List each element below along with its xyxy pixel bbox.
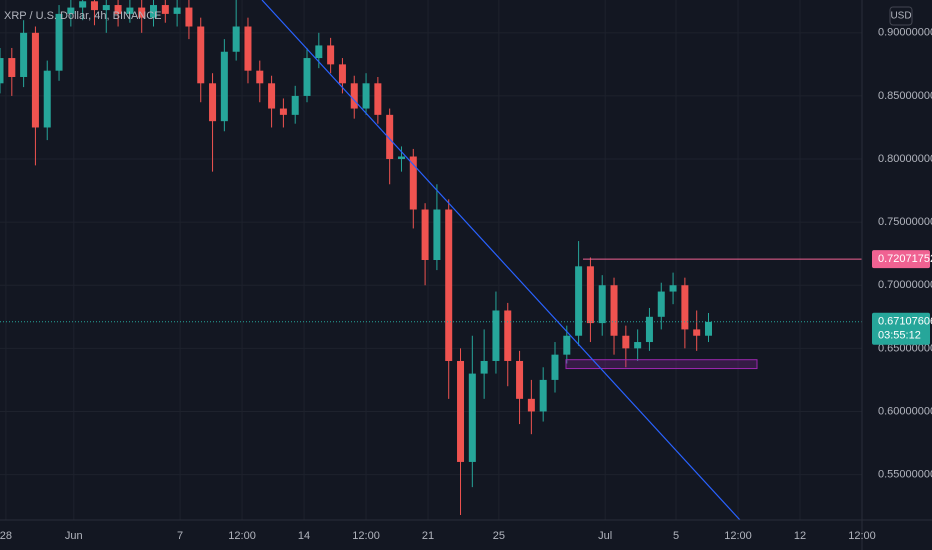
candle-body bbox=[338, 64, 346, 84]
candle-body bbox=[114, 5, 122, 14]
x-tick-label: Jul bbox=[598, 530, 612, 542]
candle-body bbox=[586, 266, 594, 324]
candle-body bbox=[669, 285, 677, 292]
x-tick-label: 25 bbox=[493, 530, 505, 542]
candle-body bbox=[185, 7, 193, 27]
candle-body bbox=[90, 1, 98, 11]
x-tick-label: 12:00 bbox=[228, 530, 256, 542]
last-price-tag bbox=[872, 312, 930, 345]
y-tick-label: 0.75000000 bbox=[878, 216, 932, 228]
candle-body bbox=[291, 95, 299, 115]
candle-body bbox=[173, 7, 181, 14]
candle-body bbox=[161, 5, 169, 14]
y-tick-label: 0.80000000 bbox=[878, 153, 932, 165]
candle-body bbox=[303, 58, 311, 96]
candle-body bbox=[575, 266, 583, 336]
candle-body bbox=[563, 335, 571, 355]
x-tick-label: 21 bbox=[422, 530, 434, 542]
x-tick-label: 12:00 bbox=[352, 530, 380, 542]
candle-body bbox=[681, 285, 689, 330]
y-tick-label: 0.70000000 bbox=[878, 279, 932, 291]
candle-body bbox=[138, 7, 146, 18]
candle-body bbox=[598, 285, 606, 324]
candle-body bbox=[622, 335, 630, 349]
x-tick-label: 7 bbox=[177, 530, 183, 542]
candle-body bbox=[315, 45, 323, 59]
candle-body bbox=[693, 329, 701, 336]
candle-body bbox=[20, 32, 28, 77]
price-tag bbox=[872, 250, 930, 269]
candle-body bbox=[457, 360, 465, 462]
candle-body bbox=[102, 5, 110, 11]
candle-body bbox=[31, 32, 39, 128]
candle-body bbox=[657, 291, 665, 317]
last-price-label: 0.67107606 bbox=[878, 316, 932, 328]
candle-body bbox=[43, 70, 51, 128]
x-tick-label: 12:00 bbox=[848, 530, 876, 542]
candle-body bbox=[268, 83, 276, 109]
candle-body bbox=[527, 398, 535, 412]
candle-body bbox=[209, 83, 217, 122]
marks bbox=[0, 0, 862, 515]
candle-body bbox=[480, 360, 488, 374]
y-tick-label: 0.90000000 bbox=[878, 27, 932, 39]
x-tick-label: 28 bbox=[0, 530, 12, 542]
candle-body bbox=[232, 26, 240, 52]
candle-body bbox=[421, 209, 429, 260]
chart-title: XRP / U.S. Dollar, 4h, BINANCE bbox=[4, 10, 162, 22]
candle-body bbox=[374, 83, 382, 115]
x-tick-label: 12 bbox=[794, 530, 806, 542]
candle-body bbox=[645, 316, 653, 343]
candle-body bbox=[433, 209, 441, 260]
candle-body bbox=[150, 5, 158, 18]
candle-body bbox=[468, 373, 476, 462]
candle-body bbox=[126, 7, 134, 14]
candle-body bbox=[256, 70, 264, 84]
candle-body bbox=[409, 156, 417, 210]
candle-body bbox=[327, 45, 335, 65]
candle-body bbox=[610, 285, 618, 336]
candle-body bbox=[397, 156, 405, 160]
candle-body bbox=[492, 310, 500, 361]
candle-body bbox=[704, 321, 712, 336]
countdown-label: 03:55:12 bbox=[878, 330, 921, 342]
currency-label: USD bbox=[890, 11, 911, 22]
candle-body bbox=[386, 114, 394, 160]
y-tick-label: 0.55000000 bbox=[878, 468, 932, 480]
candle-body bbox=[197, 26, 205, 84]
trend-line bbox=[261, 0, 741, 521]
y-tick-label: 0.85000000 bbox=[878, 90, 932, 102]
price-tag-label: 0.72071752 bbox=[878, 253, 932, 265]
y-tick-label: 0.60000000 bbox=[878, 405, 932, 417]
x-tick-label: 5 bbox=[673, 530, 679, 542]
candle-body bbox=[516, 360, 524, 399]
zone bbox=[565, 359, 758, 370]
x-tick-label: Jun bbox=[65, 530, 83, 542]
candle-body bbox=[551, 354, 559, 380]
candle-body bbox=[79, 1, 87, 8]
candle-body bbox=[55, 13, 63, 71]
candle-body bbox=[8, 58, 16, 77]
axes: 0.55000000 0.60000000 0.65000000 0.70000000… bbox=[0, 27, 932, 542]
candle-body bbox=[67, 7, 75, 14]
x-tick-label: 12:00 bbox=[724, 530, 752, 542]
candle-body bbox=[634, 342, 642, 349]
x-tick-label: 14 bbox=[298, 530, 310, 542]
candle-body bbox=[362, 83, 370, 109]
candle-body bbox=[539, 379, 547, 412]
candle-body bbox=[220, 51, 228, 122]
candle-body bbox=[279, 108, 287, 115]
candle-body bbox=[445, 209, 453, 361]
grid bbox=[0, 0, 863, 520]
currency-button[interactable] bbox=[889, 6, 913, 26]
candle-body bbox=[0, 58, 4, 84]
candle-body bbox=[350, 83, 358, 109]
candle-body bbox=[504, 310, 512, 361]
y-tick-label: 0.65000000 bbox=[878, 342, 932, 354]
candle-body bbox=[244, 26, 252, 71]
